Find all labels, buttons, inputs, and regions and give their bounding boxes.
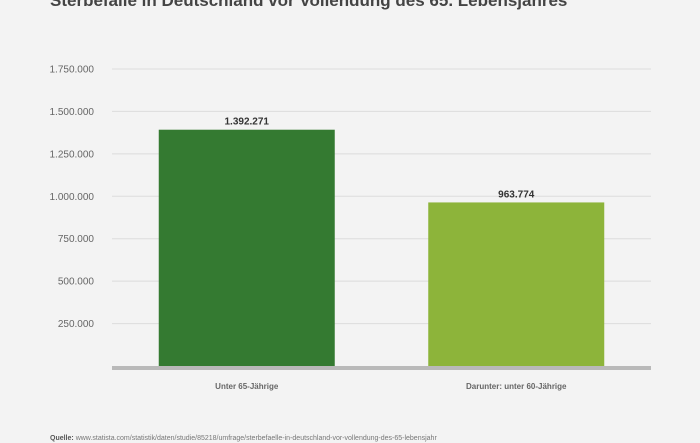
source-label: Quelle: [50,435,74,442]
data-label: 1.392.271 [225,117,270,128]
y-tick-label: 1.000.000 [50,192,95,203]
y-tick-label: 1.750.000 [50,65,95,76]
x-tick-label: Darunter: unter 60-Jährige [466,382,567,391]
x-tick-label: Unter 65-Jährige [215,382,279,391]
y-tick-label: 250.000 [58,319,95,330]
source-line: Quelle: www.statista.com/statistik/daten… [50,434,437,443]
data-label: 963.774 [498,189,535,200]
bar [428,202,605,366]
y-tick-label: 750.000 [58,234,95,245]
x-axis-baseline [112,366,651,370]
bar [158,129,335,366]
chart-title: Sterbefälle in Deutschland vor Vollendun… [50,0,568,10]
y-tick-label: 500.000 [58,277,95,288]
y-tick-label: 1.250.000 [50,149,95,160]
source-text: www.statista.com/statistik/daten/studie/… [75,435,437,442]
y-tick-label: 1.500.000 [50,107,95,118]
